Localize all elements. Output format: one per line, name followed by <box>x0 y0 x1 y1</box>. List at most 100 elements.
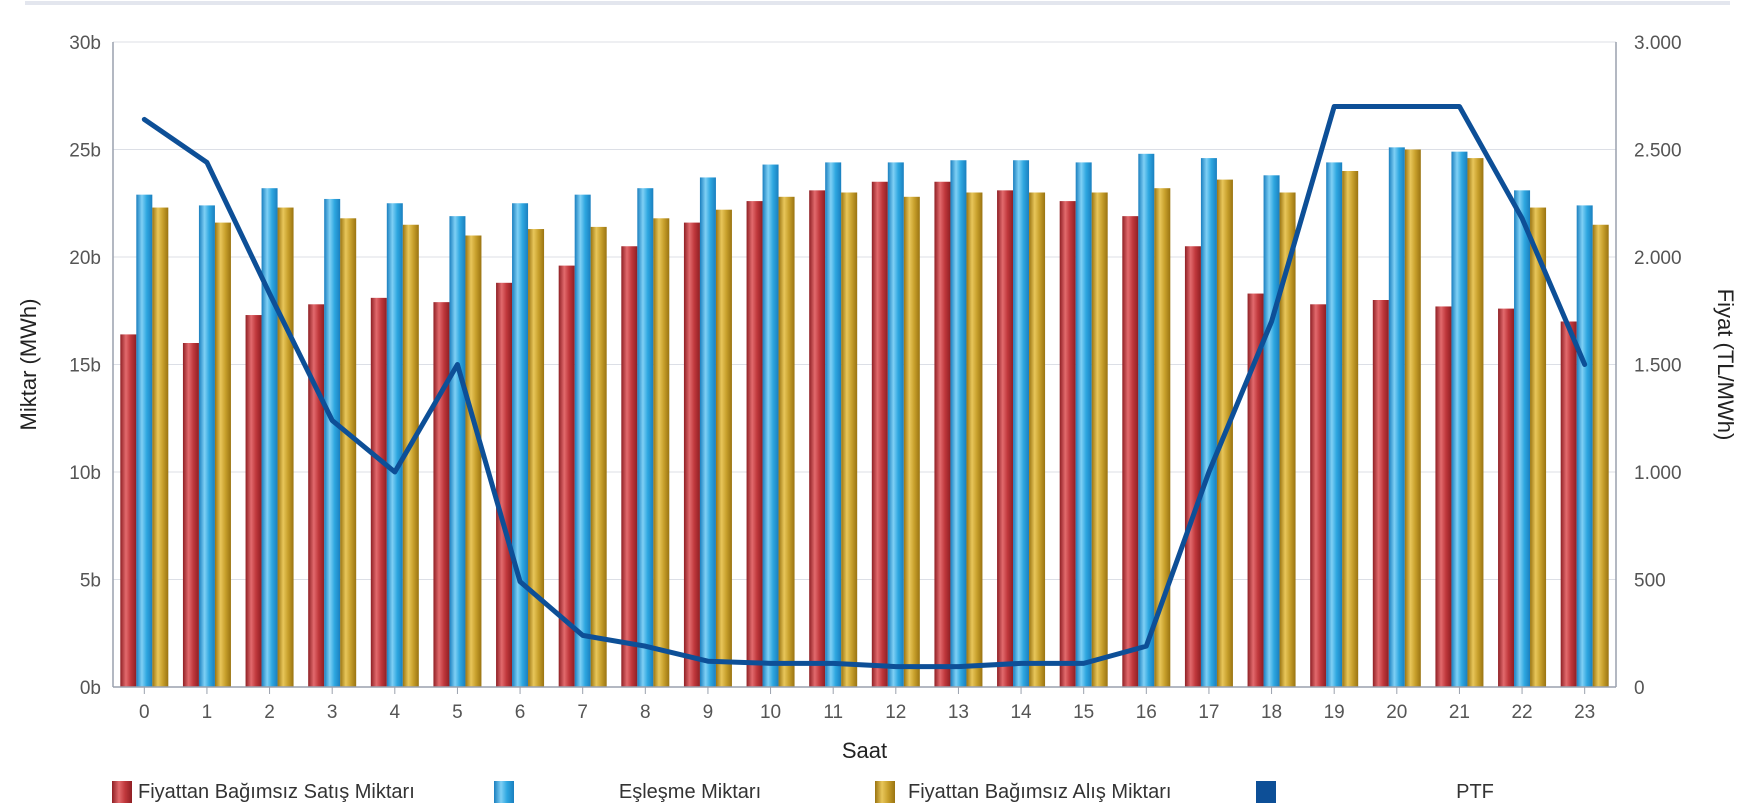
bar-eslesme <box>261 188 278 687</box>
bar-alis <box>1467 158 1484 688</box>
bar-satis <box>120 334 137 687</box>
x-tick-label: 0 <box>139 702 150 723</box>
y-right-tick-label: 2.000 <box>1634 248 1682 269</box>
x-tick-label: 1 <box>202 702 213 723</box>
bar-alis <box>1404 149 1421 687</box>
x-tick-label: 8 <box>640 702 651 723</box>
bar-satis <box>496 282 513 687</box>
legend-ptf-label: PTF <box>1456 781 1494 803</box>
bar-eslesme <box>1075 162 1092 687</box>
x-tick-label: 2 <box>264 702 275 723</box>
bar-satis <box>370 297 387 687</box>
top-border <box>25 1 1730 5</box>
bar-eslesme <box>887 162 904 687</box>
ptf-line <box>141 104 1588 670</box>
bar-satis <box>871 181 888 687</box>
x-tick-label: 16 <box>1136 702 1157 723</box>
bar-eslesme <box>825 162 842 687</box>
y-left-tick-label: 10b <box>69 463 101 484</box>
bar-eslesme <box>449 216 466 687</box>
bar-satis <box>1498 308 1515 687</box>
bar-eslesme <box>1200 158 1217 688</box>
legend-satis-label: Fiyattan Bağımsız Satış Miktarı <box>138 781 415 803</box>
x-tick-label: 11 <box>823 702 843 723</box>
bar-satis <box>746 201 763 687</box>
bar-alis <box>402 224 419 687</box>
bar-satis <box>1122 216 1139 687</box>
bar-eslesme <box>1263 175 1280 688</box>
bar-satis <box>182 343 199 687</box>
bar-alis <box>841 192 858 687</box>
bar-eslesme <box>1451 151 1468 687</box>
x-tick-label: 17 <box>1198 702 1219 723</box>
x-tick-label: 15 <box>1073 702 1094 723</box>
bar-satis <box>1372 300 1389 687</box>
y-right-tick-label: 3.000 <box>1634 33 1682 54</box>
bar-eslesme <box>1514 190 1531 687</box>
x-tick-label: 3 <box>327 702 338 723</box>
bar-eslesme <box>762 164 779 688</box>
bar-satis <box>934 181 951 687</box>
bar-alis <box>966 192 983 687</box>
bar-eslesme <box>136 194 153 687</box>
bar-alis <box>590 226 607 687</box>
bar-eslesme <box>1326 162 1343 687</box>
x-tick-label: 20 <box>1386 702 1407 723</box>
y-left-axis-title: Miktar (MWh) <box>16 299 41 431</box>
x-tick-label: 21 <box>1449 702 1470 723</box>
bar-satis <box>1247 293 1264 687</box>
bar-alis <box>1342 171 1359 687</box>
x-tick-label: 5 <box>452 702 463 723</box>
bar-alis <box>1530 207 1547 688</box>
y-left-tick-label: 5b <box>80 571 101 592</box>
bar-alis <box>903 196 920 688</box>
x-tick-label: 10 <box>760 702 781 723</box>
bar-eslesme <box>198 205 215 687</box>
x-tick-label: 13 <box>948 702 969 723</box>
x-tick-label: 6 <box>515 702 526 723</box>
x-tick-label: 7 <box>577 702 588 723</box>
x-tick-label: 12 <box>885 702 906 723</box>
y-right-tick-label: 1.500 <box>1634 356 1682 377</box>
legend-eslesme-swatch <box>494 781 514 803</box>
bar-alis <box>214 222 231 687</box>
bar-satis <box>245 315 262 687</box>
bar-satis <box>1560 321 1577 687</box>
bar-eslesme <box>637 188 654 687</box>
bar-satis <box>308 304 325 687</box>
bar-satis <box>558 265 575 687</box>
y-right-axis-title: Fiyat (TL/MWh) <box>1713 289 1738 441</box>
bar-satis <box>997 190 1014 687</box>
y-left-tick-label: 20b <box>69 248 101 269</box>
legend-eslesme-label: Eşleşme Miktarı <box>619 781 761 803</box>
bar-alis <box>653 218 670 688</box>
axes: 0b 0 5b 500 10b 1.000 15b 1.500 20b 2.000 25b 2.500… <box>16 33 1738 763</box>
bar-satis <box>809 190 826 687</box>
bar-eslesme <box>512 203 529 687</box>
bar-eslesme <box>386 203 403 687</box>
bar-eslesme <box>699 177 716 687</box>
x-tick-label: 19 <box>1324 702 1345 723</box>
x-axis-title: Saat <box>842 738 887 763</box>
bar-alis <box>715 209 732 687</box>
bar-satis <box>1059 201 1076 687</box>
bar-alis <box>528 229 545 688</box>
bar-alis <box>1154 188 1171 687</box>
x-tick-label: 22 <box>1511 702 1532 723</box>
bar-alis <box>277 207 294 688</box>
bar-satis <box>433 302 450 687</box>
legend-alis-label: Fiyattan Bağımsız Alış Miktarı <box>908 781 1171 803</box>
bar-alis <box>152 207 169 688</box>
line-series <box>141 104 1588 670</box>
bar-eslesme <box>1576 205 1593 687</box>
x-tick-label: 4 <box>390 702 401 723</box>
bar-satis <box>621 246 638 687</box>
legend-alis-swatch <box>875 781 895 803</box>
legend-ptf-swatch <box>1256 781 1276 803</box>
bar-satis <box>1184 246 1201 687</box>
bar-alis <box>1279 192 1296 687</box>
bar-satis <box>1310 304 1327 687</box>
bar-alis <box>1029 192 1046 687</box>
y-right-tick-label: 500 <box>1634 571 1666 592</box>
